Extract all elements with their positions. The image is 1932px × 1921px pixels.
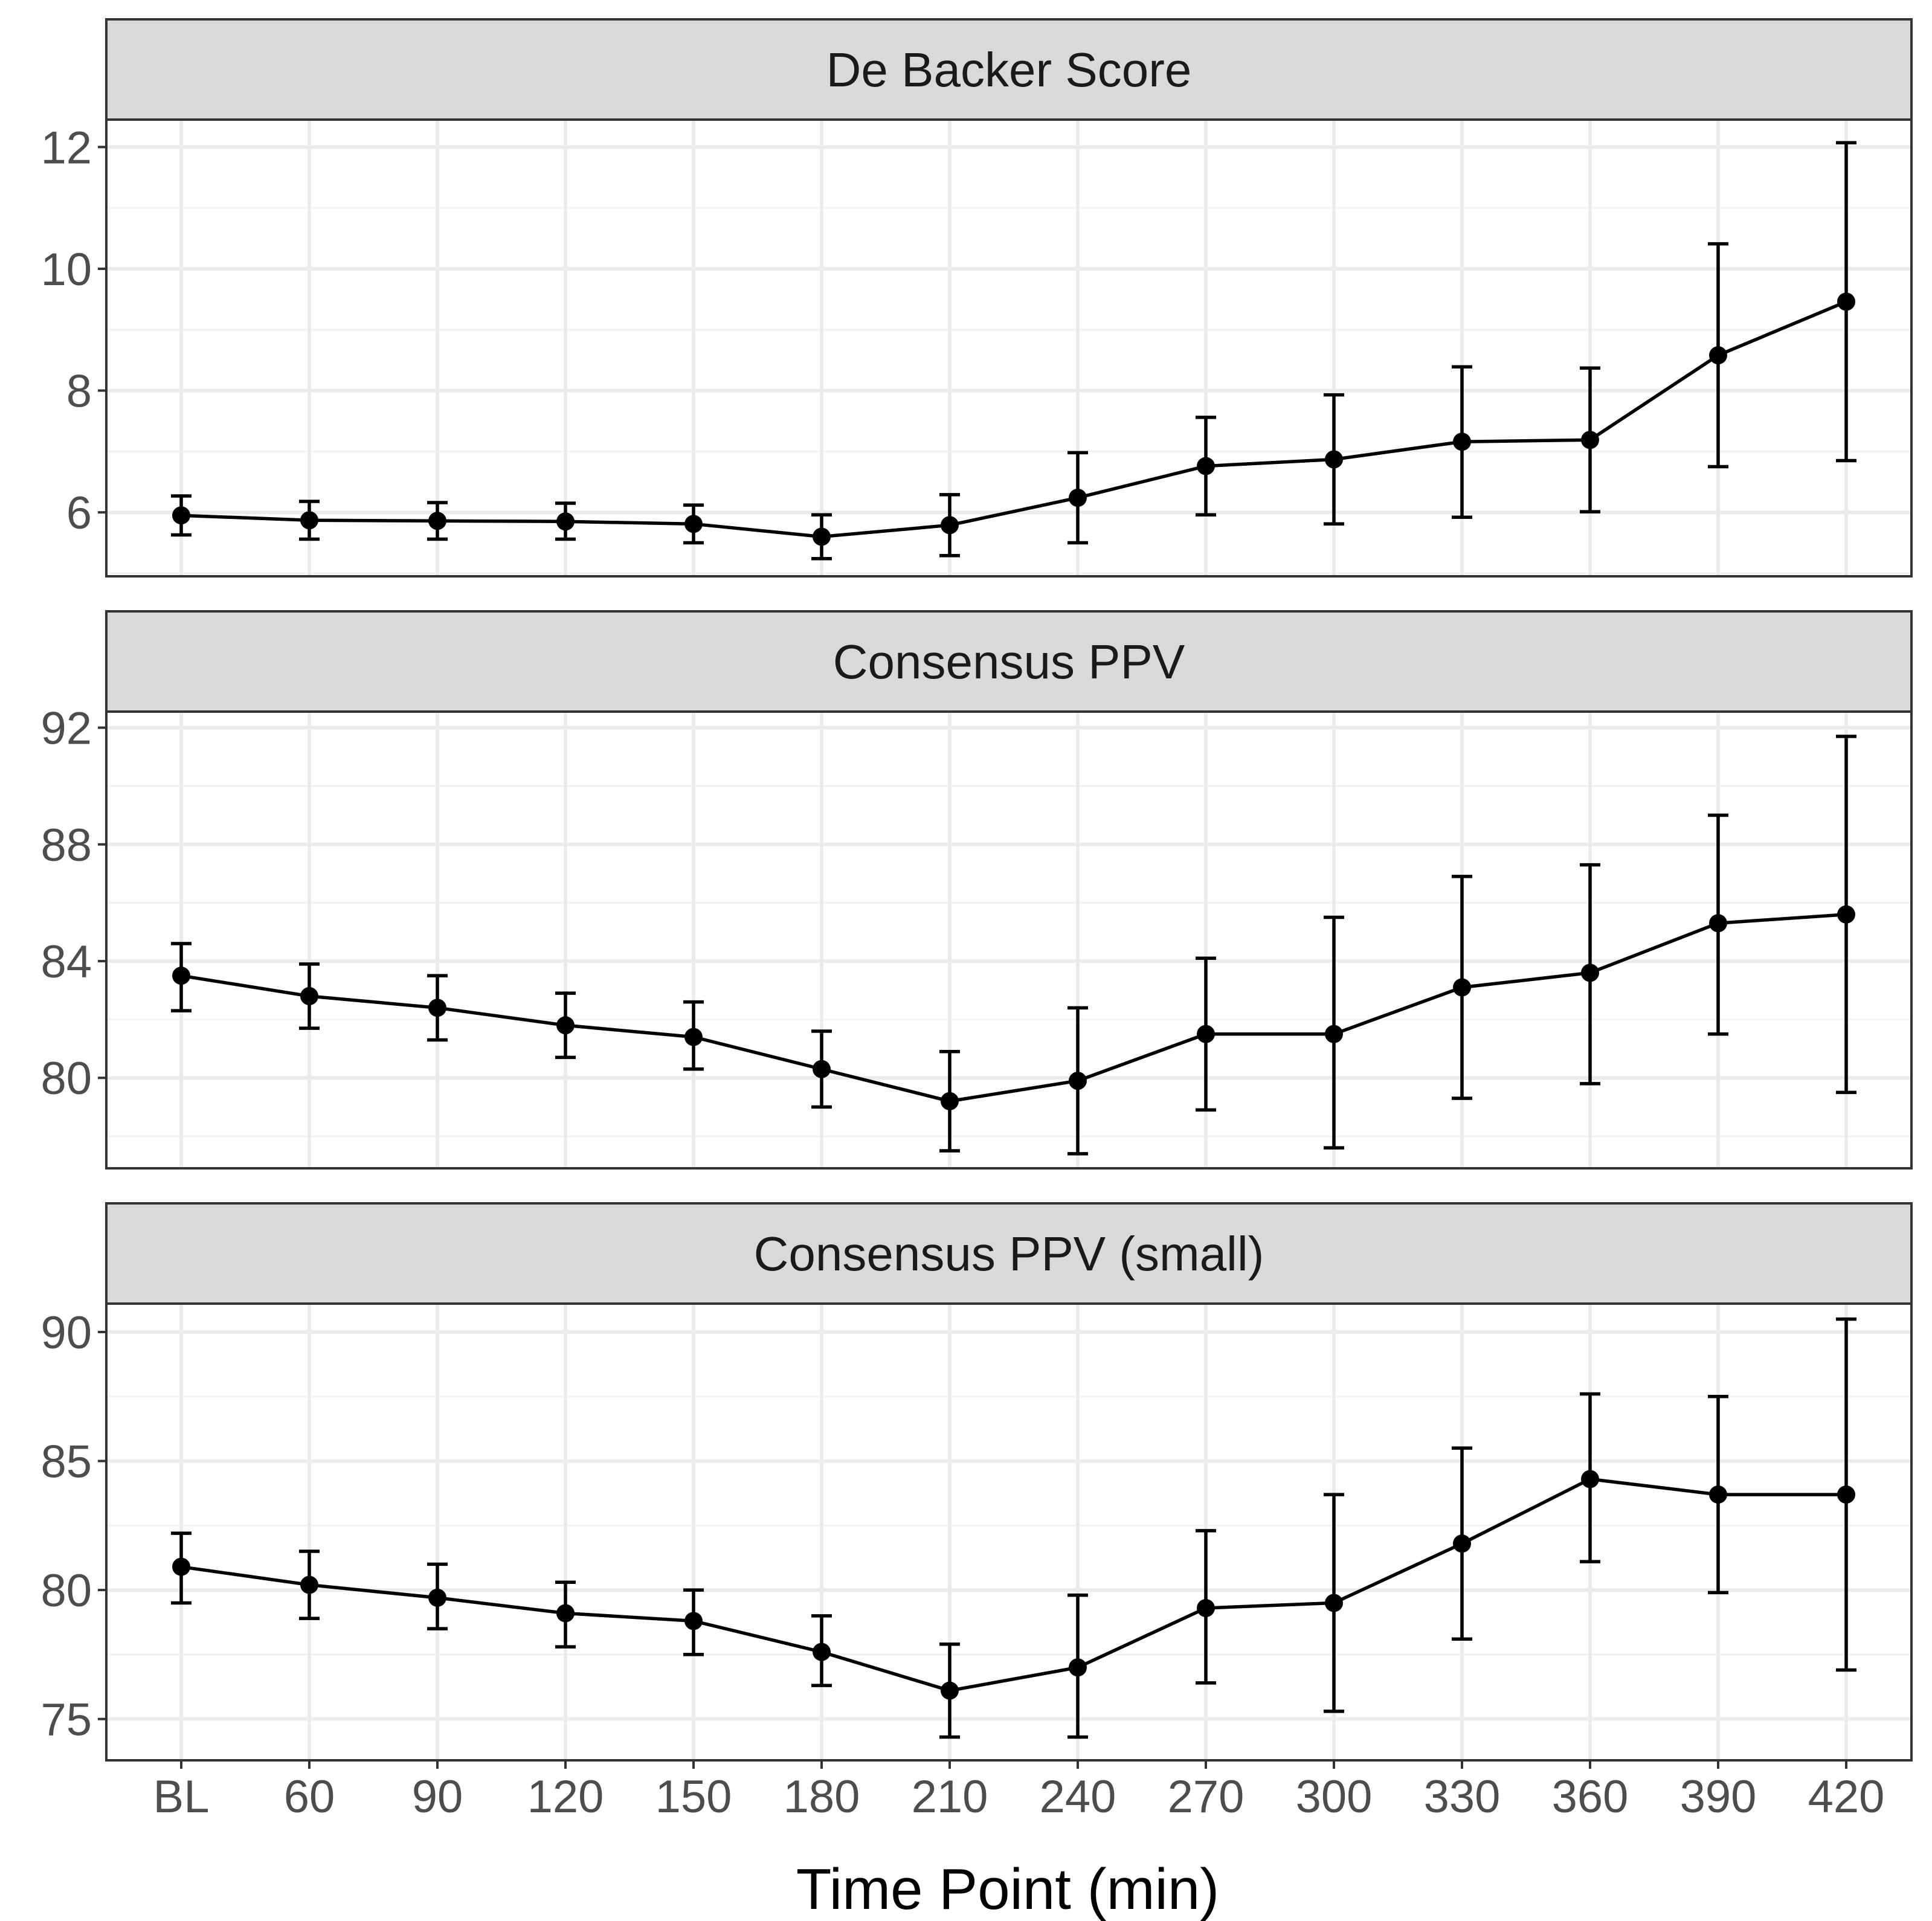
- data-point: [556, 512, 575, 531]
- data-point: [941, 516, 959, 535]
- data-point: [941, 1092, 959, 1110]
- panel-title: De Backer Score: [826, 43, 1192, 97]
- x-tick-label: 420: [1808, 1771, 1885, 1823]
- x-tick-label: 270: [1168, 1771, 1245, 1823]
- x-tick-label: 150: [655, 1771, 732, 1823]
- data-point: [813, 1643, 831, 1661]
- data-point: [1709, 914, 1727, 933]
- data-point: [1581, 431, 1599, 449]
- data-point: [1709, 1485, 1727, 1504]
- data-point: [428, 512, 446, 530]
- y-tick-label: 84: [40, 936, 92, 988]
- panel-1: De Backer Score 6 8 10 12: [40, 18, 1913, 578]
- data-point: [1837, 1485, 1855, 1504]
- x-tick-label: 120: [527, 1771, 604, 1823]
- x-tick-label: BL: [153, 1771, 210, 1823]
- x-tick-label: 360: [1552, 1771, 1629, 1823]
- y-tick-label: 8: [66, 366, 92, 417]
- y-tick-label: 75: [40, 1694, 92, 1746]
- y-tick-label: 92: [40, 703, 92, 755]
- data-point: [1837, 292, 1855, 311]
- data-point: [1837, 905, 1855, 924]
- data-point: [1069, 1072, 1087, 1090]
- data-point: [172, 967, 190, 985]
- x-tick-label: 390: [1680, 1771, 1757, 1823]
- data-point: [684, 1612, 703, 1630]
- x-axis-title: Time Point (min): [796, 1857, 1220, 1921]
- panel-strip: [105, 610, 1913, 713]
- data-point: [1581, 964, 1599, 982]
- data-point: [1197, 1599, 1215, 1617]
- y-tick-label: 88: [40, 820, 92, 871]
- data-point: [1197, 1025, 1215, 1043]
- data-point: [428, 1588, 446, 1607]
- data-point: [300, 1575, 318, 1594]
- y-tick-label: 85: [40, 1437, 92, 1488]
- data-point: [941, 1681, 959, 1700]
- data-point: [300, 986, 318, 1005]
- x-tick-label: 330: [1424, 1771, 1501, 1823]
- data-point: [1069, 488, 1087, 507]
- data-point: [813, 527, 831, 546]
- x-axis: BL 60 90 120 150 180 210 240 270 300 330 360 390 420: [153, 1760, 1885, 1823]
- data-point: [300, 511, 318, 530]
- data-point: [1453, 433, 1471, 451]
- x-tick-label: 60: [284, 1771, 335, 1823]
- x-tick-label: 180: [784, 1771, 860, 1823]
- data-point: [428, 999, 446, 1017]
- data-point: [1325, 1594, 1343, 1612]
- data-point: [1453, 1534, 1471, 1553]
- data-point: [1453, 978, 1471, 997]
- data-point: [172, 506, 190, 525]
- data-point: [1709, 346, 1727, 365]
- y-tick-label: 90: [40, 1307, 92, 1359]
- data-point: [1069, 1658, 1087, 1677]
- data-point: [684, 515, 703, 533]
- data-point: [172, 1557, 190, 1576]
- y-tick-label: 12: [40, 122, 92, 173]
- data-point: [813, 1060, 831, 1078]
- series-line: [181, 1477, 1846, 1693]
- panels-layer: De Backer Score 6 8 10 12 Consensus PPV 80 84 88…: [40, 18, 1913, 1762]
- x-tick-label: 210: [912, 1771, 988, 1823]
- panel-strip: [105, 1202, 1913, 1305]
- y-tick-label: 10: [40, 244, 92, 295]
- panel-strip: [105, 18, 1913, 121]
- data-point: [1325, 450, 1343, 469]
- y-tick-label: 80: [40, 1565, 92, 1617]
- data-point: [1197, 457, 1215, 475]
- data-point: [1581, 1470, 1599, 1488]
- data-point: [556, 1604, 575, 1623]
- panel-title: Consensus PPV: [833, 635, 1185, 689]
- panel-2: Consensus PPV 80 84 88 92: [40, 610, 1913, 1170]
- x-tick-label: 300: [1296, 1771, 1373, 1823]
- data-point: [1325, 1025, 1343, 1043]
- x-tick-label: 90: [412, 1771, 463, 1823]
- series-line: [181, 300, 1847, 539]
- y-tick-label: 80: [40, 1053, 92, 1104]
- panel-border: [105, 118, 1913, 578]
- y-tick-label: 6: [66, 487, 92, 539]
- series-line: [181, 912, 1847, 1103]
- x-tick-label: 240: [1040, 1771, 1116, 1823]
- data-point: [556, 1016, 575, 1035]
- panel-title: Consensus PPV (small): [754, 1227, 1264, 1281]
- panel-3: Consensus PPV (small) 75 80 85 90: [40, 1202, 1913, 1762]
- panel-border: [105, 1302, 1913, 1762]
- panel-border: [105, 710, 1913, 1170]
- data-point: [684, 1028, 703, 1046]
